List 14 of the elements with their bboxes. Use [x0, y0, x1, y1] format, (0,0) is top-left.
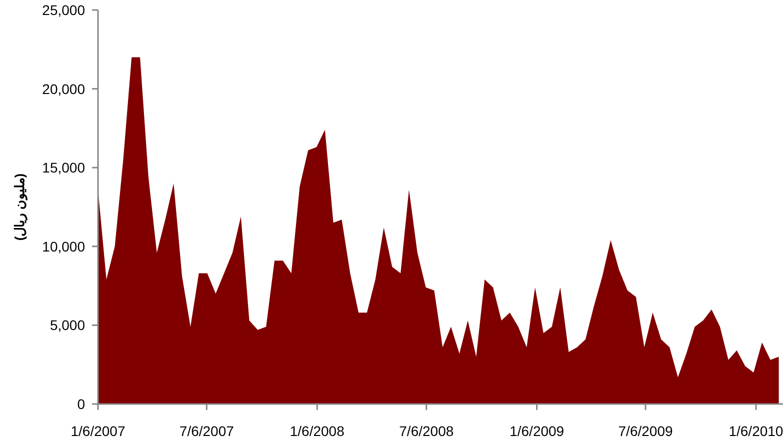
- x-tick-label: 1/6/2008: [290, 423, 345, 439]
- x-tick-label: 7/6/2008: [399, 423, 454, 439]
- y-tick-label: 25,000: [42, 2, 86, 18]
- y-tick-label: 15,000: [42, 160, 86, 176]
- x-tick-label: 7/6/2007: [179, 423, 234, 439]
- y-tick-label: 20,000: [42, 80, 86, 97]
- x-tick-label: 1/6/2010: [728, 423, 783, 439]
- y-tick-label: 5,000: [50, 317, 86, 334]
- y-axis-title: (مليون ريال): [12, 173, 28, 241]
- x-tick-label: 1/6/2009: [510, 423, 564, 439]
- x-tick-label: 1/6/2007: [70, 423, 126, 439]
- x-tick-label: 7/6/2009: [618, 423, 673, 439]
- y-tick-label: 10,000: [42, 238, 86, 254]
- y-tick-label: 0: [77, 396, 86, 412]
